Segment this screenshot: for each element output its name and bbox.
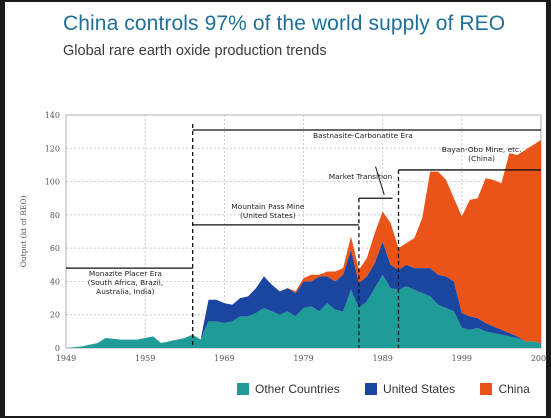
y-tick-label: 20	[50, 311, 60, 320]
area-china	[66, 139, 541, 348]
chart-title: China controls 97% of the world supply o…	[63, 12, 506, 35]
x-tick-label: 1949	[56, 354, 76, 363]
y-tick-label: 120	[45, 144, 60, 153]
y-axis-title: Output (kt of REO)	[19, 196, 28, 268]
legend: Other Countries United States China	[237, 382, 551, 396]
x-tick-label: 2009	[531, 354, 546, 363]
legend-label-us: United States	[383, 382, 456, 396]
chart-frame: 0 20 40 60 80 100 120 140 1949 1959 1969 1979 1989 19…	[5, 2, 546, 416]
annotation-mountain-pass: Mountain Pass Mine	[231, 202, 305, 211]
legend-swatch-us	[365, 383, 378, 395]
chart-svg: 0 20 40 60 80 100 120 140 1949 1959 1969 1979 1989 19…	[19, 111, 546, 363]
annotation-bayan-obo: (China)	[468, 154, 495, 163]
annotation-bayan-obo: Bayan-Obo Mine, etc.	[442, 145, 522, 154]
legend-item-other: Other Countries	[237, 382, 340, 396]
annotation-bastnasite-era: Bastnasite-Carbonatite Era	[313, 131, 413, 140]
y-tick-label: 0	[55, 344, 60, 353]
legend-label-other: Other Countries	[255, 382, 340, 396]
legend-label-china: China	[498, 382, 530, 396]
annotation-market-transition: Market Transition	[329, 172, 393, 181]
legend-swatch-other	[237, 383, 249, 395]
y-tick-label: 60	[50, 244, 60, 253]
annotation-monazite-placer: Monazite Placer Era	[89, 269, 162, 278]
area-other-countries	[66, 274, 541, 348]
annotation-monazite-placer: (South Africa, Brazil,	[88, 278, 163, 287]
x-tick-label: 1959	[135, 354, 155, 363]
market-transition-leader	[375, 166, 385, 196]
y-tick-label: 100	[45, 178, 60, 187]
y-tick-label: 140	[45, 111, 60, 120]
legend-swatch-china	[480, 383, 493, 395]
legend-item-china: China	[480, 382, 530, 396]
x-tick-label: 1999	[452, 354, 472, 363]
x-tick-label: 1969	[214, 354, 234, 363]
annotation-mountain-pass: (United States)	[240, 211, 296, 220]
x-tick-label: 1989	[372, 354, 392, 363]
y-tick-label: 80	[50, 211, 60, 220]
x-tick-label: 1979	[293, 354, 313, 363]
chart-subtitle: Global rare earth oxide production trend…	[63, 43, 327, 59]
y-tick-label: 40	[50, 277, 60, 286]
legend-item-us: United States	[365, 382, 455, 396]
annotation-monazite-placer: Australia, India)	[96, 287, 155, 296]
